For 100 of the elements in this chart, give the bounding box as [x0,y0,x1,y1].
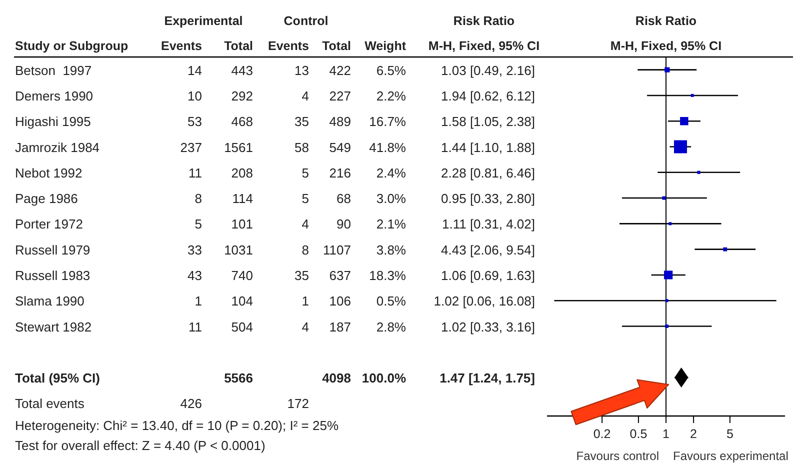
data-label: 5 [194,216,202,232]
data-label: 637 [329,267,351,282]
text: Test for overall effect: Z = 4.40 (P < 0.0001) [15,438,266,453]
data-label: 35 [294,114,309,129]
data-label: 41.8% [369,139,406,154]
x-tick-label: 2 [690,427,698,441]
data-label: 1 [302,293,309,308]
data-label: 549 [329,139,351,154]
data-label: 100.0% [362,370,406,386]
data-label: 2.2% [376,88,406,103]
data-label: 443 [231,62,253,78]
data-label: 1.02 [0.06, 16.08] [434,293,535,308]
category-label: Total (95% CI) [15,370,100,386]
data-label: 11 [188,318,202,334]
data-label: 237 [180,139,202,154]
data-label: 5566 [224,370,253,386]
text: M-H, Fixed, 95% CI [428,39,540,53]
data-label: 5 [302,164,309,180]
data-label: 4 [302,318,309,334]
data-label: 90 [336,216,351,232]
x-tick-label: 1 [662,427,670,441]
text: Favours control [576,449,659,463]
data-label: 1.44 [1.10, 1.88] [441,139,535,154]
data-label: 208 [231,164,253,180]
data-label: 489 [329,114,351,129]
data-label: 8 [302,242,309,257]
text: Favours experimental [673,449,788,463]
category-label: Higashi 1995 [15,114,91,129]
text: Experimental [164,14,243,28]
data-label: 1.11 [0.31, 4.02] [442,216,535,232]
data-label: 1031 [224,242,253,257]
text: Study or Subgroup [15,39,129,53]
data-label: 4.43 [2.06, 9.54] [441,242,535,257]
data-label: 104 [231,293,253,308]
data-label: 422 [329,62,351,78]
category-label: Jamrozik 1984 [15,139,100,154]
data-label: 740 [231,267,253,282]
data-label: 68 [336,190,351,206]
data-label: 1107 [323,242,351,257]
data-label: 5 [302,190,309,206]
category-label: Russell 1983 [15,267,90,282]
category-label: Total events [15,396,85,411]
data-label: 1.58 [1.05, 2.38] [441,114,535,129]
data-label: 1.06 [0.69, 1.63] [441,267,535,282]
data-label: 2.28 [0.81, 6.46] [441,164,535,180]
data-label: 1.94 [0.62, 6.12] [441,88,535,103]
category-label: Slama 1990 [15,293,84,308]
data-label: 227 [329,88,351,103]
data-label: 426 [180,396,202,411]
data-label: 13 [294,62,309,78]
data-label: 14 [188,62,202,78]
data-label: 3.0% [376,190,406,206]
data-label: 58 [294,139,309,154]
data-label: 10 [188,88,202,103]
data-label: 8 [194,190,202,206]
text: Events [161,39,202,53]
x-tick-label: 5 [726,427,734,441]
data-label: 4 [302,88,309,103]
data-label: 16.7% [369,114,406,129]
data-label: 3.8% [376,242,406,257]
data-label: 53 [188,114,202,129]
category-label: Nebot 1992 [15,164,82,180]
text: Total [322,39,351,53]
data-label: 0.5% [376,293,406,308]
category-label: Stewart 1982 [15,318,92,334]
data-label: 2.4% [376,164,406,180]
data-label: 4098 [322,370,351,386]
text: Events [268,39,310,53]
data-label: 33 [188,242,202,257]
data-label: 106 [329,293,351,308]
data-label: 43 [188,267,202,282]
x-tick-label: 0.2 [593,427,611,441]
data-label: 1.02 [0.33, 3.16] [441,318,535,334]
data-label: 1.03 [0.49, 2.16] [441,62,535,78]
text: Control [284,14,328,28]
category-label: Porter 1972 [15,216,83,232]
text: Total [224,39,253,53]
data-label: 2.8% [376,318,406,334]
category-label: Demers 1990 [15,88,94,103]
data-label: 1.47 [1.24, 1.75] [440,370,535,386]
data-label: 187 [329,318,351,334]
category-label: Russell 1979 [15,242,90,257]
category-label: Betson 1997 [15,62,92,78]
data-label: 101 [231,216,253,232]
data-label: 11 [188,164,202,180]
chart-subtitle: M-H, Fixed, 95% CI [610,39,722,53]
data-label: 35 [294,267,309,282]
data-label: 172 [287,396,309,411]
text: Heterogeneity: Chi² = 13.40, df = 10 (P = 0.20); I² = 25% [15,418,339,433]
data-label: 468 [231,114,253,129]
data-label: 4 [302,216,309,232]
data-label: 0.95 [0.33, 2.80] [441,190,535,206]
x-tick-label: 0.5 [630,427,648,441]
data-label: 2.1% [376,216,406,232]
data-label: 1561 [224,139,253,154]
data-label: 6.5% [376,62,406,78]
data-label: 1 [194,293,202,308]
category-label: Page 1986 [15,190,78,206]
data-label: 114 [232,190,253,206]
data-label: 292 [231,88,253,103]
